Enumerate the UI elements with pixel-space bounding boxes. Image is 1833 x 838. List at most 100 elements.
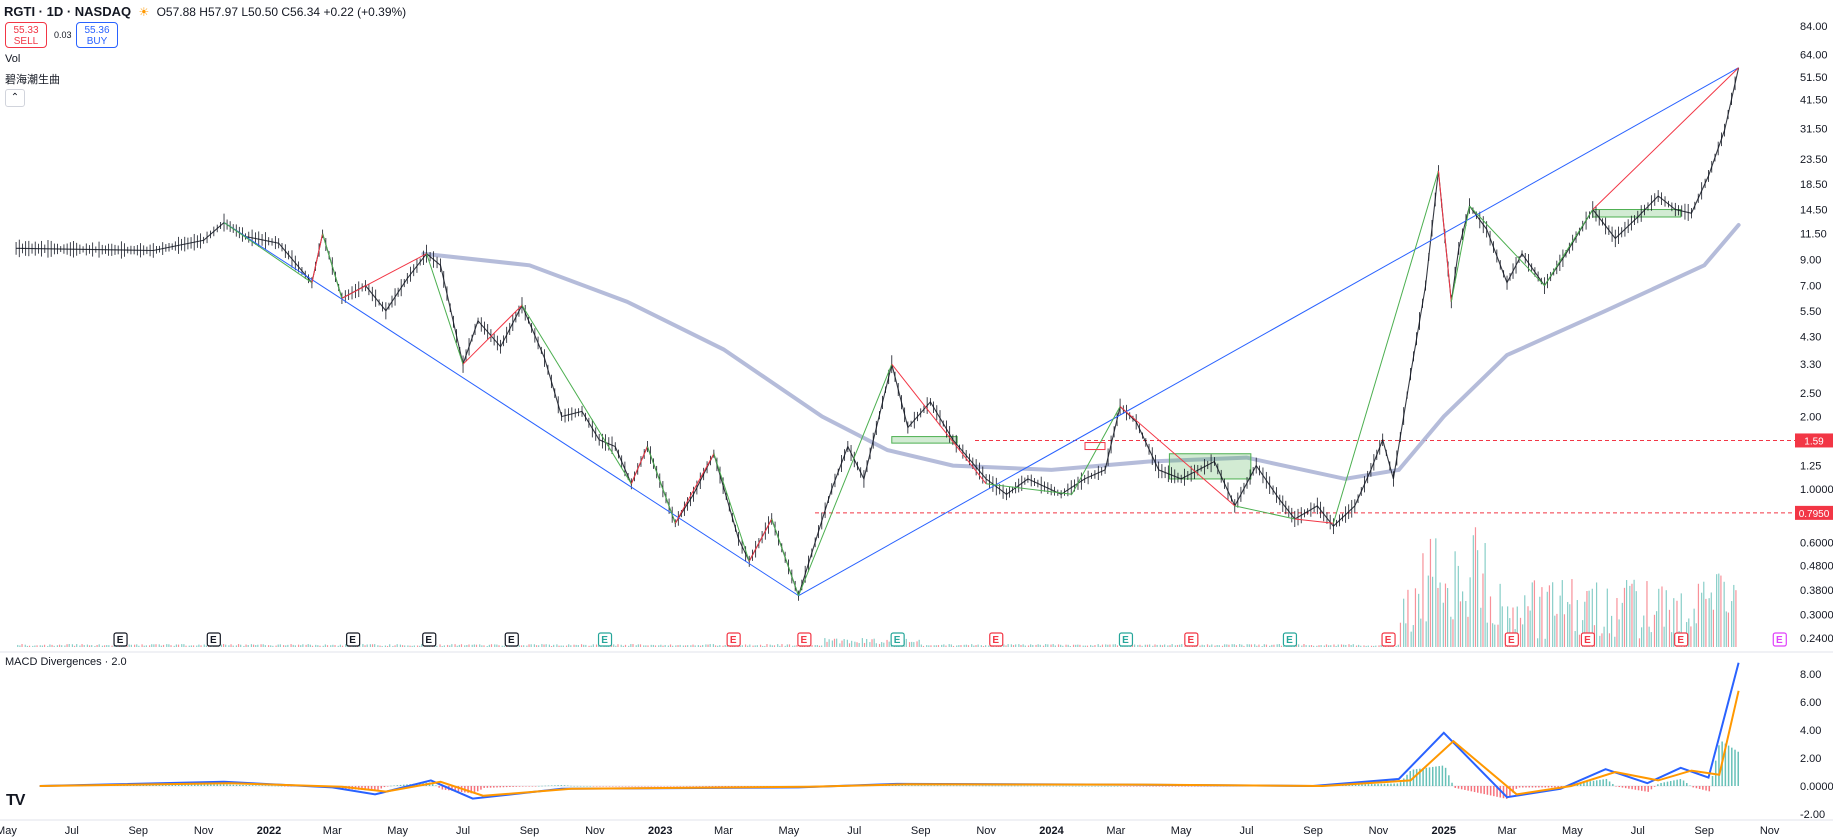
volume-bar xyxy=(489,645,490,647)
macd-histogram-bar xyxy=(1426,768,1428,786)
macd-histogram-bar xyxy=(1020,786,1022,787)
volume-bar xyxy=(1236,645,1237,647)
volume-bar xyxy=(136,644,137,647)
volume-bar xyxy=(871,639,872,647)
macd-histogram-bar xyxy=(651,786,653,787)
volume-bar xyxy=(198,645,199,647)
symbol-title[interactable]: RGTI · 1D · NASDAQ xyxy=(4,4,131,19)
earnings-icon-letter: E xyxy=(1776,635,1783,646)
volume-bar xyxy=(1175,645,1176,647)
volume-bar xyxy=(770,645,771,647)
volume-bar xyxy=(412,646,413,647)
trend-line xyxy=(224,223,799,596)
tradingview-logo[interactable]: TV xyxy=(6,792,24,810)
buy-button[interactable]: 55.36 BUY xyxy=(76,22,118,48)
volume-bar xyxy=(785,646,786,647)
macd-histogram-bar xyxy=(1464,786,1466,790)
price-tick-label: 23.50 xyxy=(1800,154,1828,166)
volume-bar xyxy=(1671,632,1672,647)
volume-bar xyxy=(1547,592,1548,647)
volume-bar xyxy=(928,645,929,647)
macd-histogram-bar xyxy=(937,786,939,787)
volume-bar xyxy=(1603,627,1604,647)
volume-bar xyxy=(658,645,659,647)
macd-histogram-bar xyxy=(390,786,392,787)
volume-legend[interactable]: Vol xyxy=(5,53,20,65)
time-tick-label: Mar xyxy=(1498,825,1517,837)
volume-bar xyxy=(1139,645,1140,647)
volume-bar xyxy=(1579,635,1580,647)
sell-button[interactable]: 55.33 SELL xyxy=(5,22,47,48)
macd-histogram-bar xyxy=(541,786,543,787)
volume-bar xyxy=(146,645,147,647)
macd-histogram-bar xyxy=(1387,784,1389,786)
price-tick-label: 0.3000 xyxy=(1800,610,1833,622)
volume-bar xyxy=(1405,623,1406,647)
volume-bar xyxy=(757,645,758,647)
macd-histogram-bar xyxy=(1043,786,1045,787)
macd-histogram-bar xyxy=(721,786,723,787)
volume-bar xyxy=(1492,623,1493,647)
volume-bar xyxy=(1324,646,1325,647)
volume-bar xyxy=(1398,645,1399,647)
volume-bar xyxy=(1266,645,1267,647)
macd-histogram-bar xyxy=(715,786,717,787)
volume-bar xyxy=(1661,586,1662,647)
volume-bar xyxy=(44,645,45,647)
macd-histogram-bar xyxy=(963,786,965,787)
volume-bar xyxy=(774,645,775,647)
macd-histogram-bar xyxy=(1686,783,1688,786)
volume-bar xyxy=(1277,644,1278,647)
volume-bar xyxy=(1219,645,1220,647)
time-tick-label: 2025 xyxy=(1432,825,1456,837)
price-level-label: 1.59 xyxy=(1804,436,1824,447)
volume-bar xyxy=(315,645,316,647)
volume-bar xyxy=(1735,590,1736,647)
volume-bar xyxy=(1172,644,1173,647)
volume-bar xyxy=(1450,617,1451,647)
volume-bar xyxy=(551,646,552,647)
macd-histogram-bar xyxy=(242,785,244,786)
time-tick-label: Sep xyxy=(520,825,540,837)
indicator-legend[interactable]: 碧海潮生曲 xyxy=(5,71,60,87)
volume-bar xyxy=(854,642,855,647)
macd-histogram-bar xyxy=(1545,786,1547,787)
volume-bar xyxy=(1709,598,1710,647)
time-tick-label: Nov xyxy=(1760,825,1780,837)
price-tick-label: 31.50 xyxy=(1800,123,1828,135)
volume-bar xyxy=(414,645,415,647)
volume-bar xyxy=(1222,646,1223,647)
collapse-legend-button[interactable]: ⌃ xyxy=(5,89,25,107)
volume-bar xyxy=(1100,646,1101,647)
volume-bar xyxy=(1273,645,1274,647)
time-tick-label: Sep xyxy=(911,825,931,837)
volume-bar xyxy=(362,644,363,647)
macd-histogram-bar xyxy=(1368,784,1370,786)
volume-bar xyxy=(1631,584,1632,647)
volume-bar xyxy=(1313,646,1314,647)
macd-histogram-bar xyxy=(1676,780,1678,786)
macd-histogram-bar xyxy=(1622,786,1624,788)
volume-bar xyxy=(102,646,103,647)
volume-bar xyxy=(772,645,773,647)
price-series xyxy=(16,68,1739,596)
volume-bar xyxy=(591,646,592,647)
volume-bar xyxy=(978,645,979,647)
macd-histogram-bar xyxy=(381,786,383,788)
volume-bar xyxy=(698,645,699,647)
volume-bar xyxy=(1728,613,1729,647)
volume-bar xyxy=(675,645,676,647)
macd-histogram-bar xyxy=(226,784,228,786)
macd-histogram-bar xyxy=(1136,786,1138,787)
volume-bar xyxy=(1181,644,1182,647)
volume-bar xyxy=(779,646,780,647)
volume-bar xyxy=(1062,646,1063,647)
macd-legend[interactable]: MACD Divergences · 2.0 xyxy=(5,656,127,668)
macd-histogram-bar xyxy=(1638,786,1640,790)
macd-histogram-bar xyxy=(1101,786,1103,787)
volume-bar xyxy=(1102,645,1103,647)
price-tick-label: 1.0000 xyxy=(1800,484,1833,496)
earnings-icon-letter: E xyxy=(894,635,901,646)
volume-bar xyxy=(204,645,205,647)
